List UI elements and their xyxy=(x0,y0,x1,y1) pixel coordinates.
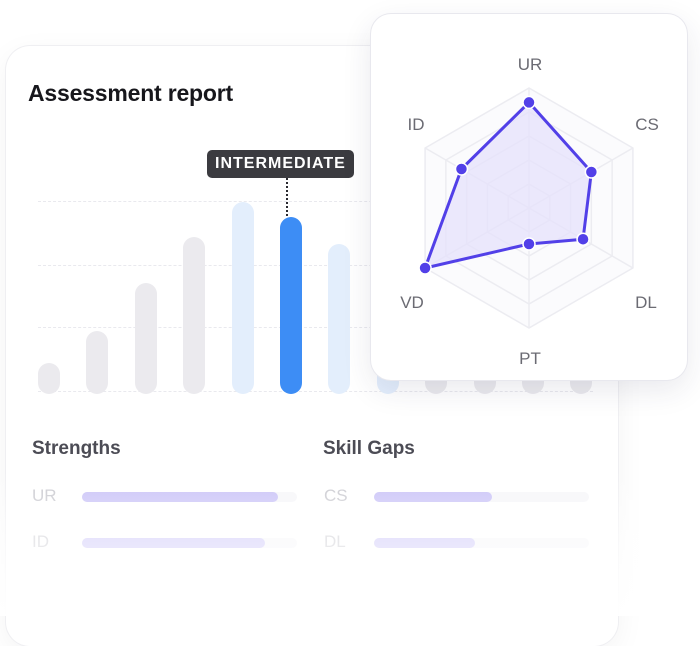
skill-track xyxy=(374,538,589,548)
level-bar-selected[interactable] xyxy=(280,217,302,394)
radar-axis-label: CS xyxy=(635,115,659,134)
skill-gaps-title: Skill Gaps xyxy=(323,438,415,459)
gridline xyxy=(38,327,593,328)
gridline xyxy=(38,391,593,392)
skill-track xyxy=(374,492,589,502)
radar-data-point xyxy=(454,162,469,176)
gridline xyxy=(38,201,593,202)
badge-connector xyxy=(286,178,288,216)
skill-gap-row: DL xyxy=(324,530,594,554)
strength-row: ID xyxy=(32,530,302,554)
level-bar[interactable] xyxy=(134,282,157,394)
radar-data-point xyxy=(576,232,590,246)
gridline xyxy=(38,265,593,266)
strengths-title: Strengths xyxy=(32,438,121,459)
skill-level-fill xyxy=(82,538,265,548)
radar-data-point xyxy=(522,237,536,251)
radar-data-point xyxy=(418,261,432,275)
level-badge: INTERMEDIATE xyxy=(207,150,354,178)
skill-code: CS xyxy=(324,486,348,505)
radar-chart xyxy=(418,87,634,329)
radar-data-point xyxy=(522,95,536,110)
strength-row: UR xyxy=(32,484,302,508)
radar-axis-label: ID xyxy=(407,115,425,134)
level-bar[interactable] xyxy=(183,236,206,394)
skill-track xyxy=(82,492,297,502)
skill-code: ID xyxy=(32,532,49,551)
level-bar[interactable] xyxy=(328,244,351,394)
level-bar[interactable] xyxy=(86,330,109,394)
skill-track xyxy=(82,538,297,548)
skill-code: DL xyxy=(324,532,346,551)
skill-level-fill xyxy=(374,492,493,502)
level-bar[interactable] xyxy=(38,363,60,394)
radar-data-point xyxy=(584,165,599,179)
skill-level-fill xyxy=(374,538,476,548)
radar-chart-card: UR CS DL PT VD ID xyxy=(371,14,687,380)
report-title: Assessment report xyxy=(28,80,233,106)
radar-axis-label: PT xyxy=(519,349,541,368)
radar-axis-label: VD xyxy=(400,293,424,312)
skill-gap-row: CS xyxy=(324,484,594,508)
radar-axis-label: UR xyxy=(517,55,543,74)
radar-axis-label: DL xyxy=(635,293,657,312)
level-bar[interactable] xyxy=(231,202,254,394)
skill-level-fill xyxy=(82,492,278,502)
skill-code: UR xyxy=(32,486,57,505)
